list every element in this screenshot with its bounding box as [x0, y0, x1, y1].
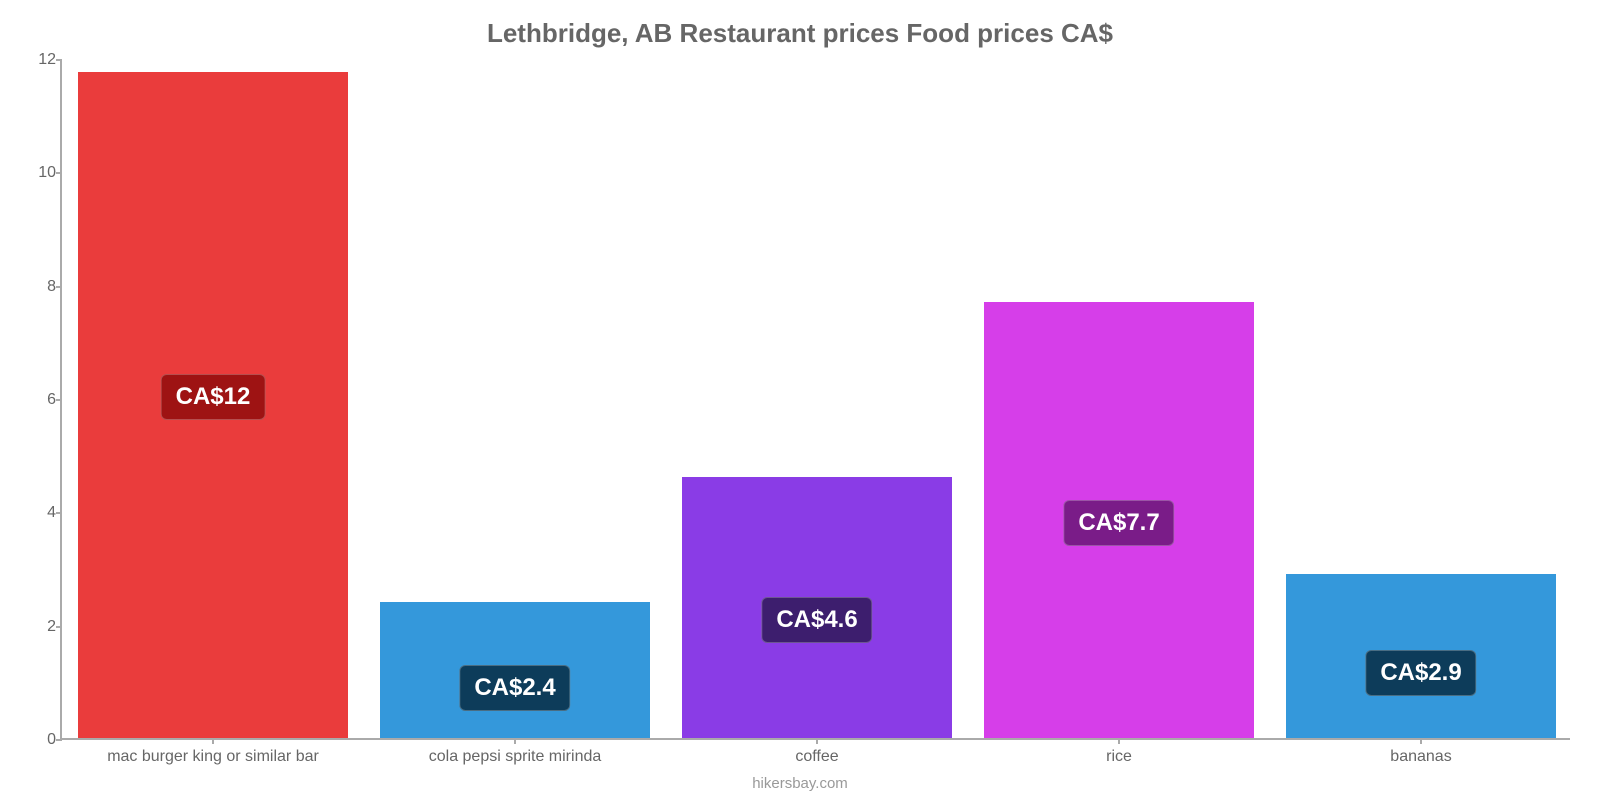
bar-value-label: CA$12: [161, 374, 266, 420]
x-tick-mark: [1118, 738, 1120, 744]
x-tick-label: bananas: [1390, 748, 1451, 766]
x-tick-label: rice: [1106, 748, 1132, 766]
x-tick-label: coffee: [795, 748, 838, 766]
chart-title: Lethbridge, AB Restaurant prices Food pr…: [0, 18, 1600, 49]
y-tick-label: 10: [22, 164, 56, 182]
bar-value-label: CA$2.4: [459, 665, 570, 711]
y-tick-mark: [56, 739, 62, 741]
y-tick-label: 8: [22, 278, 56, 296]
y-tick-mark: [56, 399, 62, 401]
x-tick-mark: [514, 738, 516, 744]
x-tick-label: cola pepsi sprite mirinda: [429, 748, 602, 766]
bar-value-label: CA$2.9: [1365, 650, 1476, 696]
y-tick-mark: [56, 59, 62, 61]
bar-value-label: CA$4.6: [761, 597, 872, 643]
y-tick-label: 2: [22, 618, 56, 636]
price-chart: Lethbridge, AB Restaurant prices Food pr…: [0, 0, 1600, 800]
y-tick-label: 12: [22, 51, 56, 69]
y-tick-mark: [56, 172, 62, 174]
y-tick-mark: [56, 512, 62, 514]
y-tick-label: 0: [22, 731, 56, 749]
x-tick-mark: [212, 738, 214, 744]
x-tick-mark: [816, 738, 818, 744]
y-tick-label: 6: [22, 391, 56, 409]
y-tick-mark: [56, 626, 62, 628]
x-tick-mark: [1420, 738, 1422, 744]
x-tick-label: mac burger king or similar bar: [107, 748, 319, 766]
attribution-text: hikersbay.com: [0, 775, 1600, 792]
plot-area: 024681012CA$12mac burger king or similar…: [60, 60, 1570, 740]
y-tick-mark: [56, 286, 62, 288]
bar-value-label: CA$7.7: [1063, 500, 1174, 546]
y-tick-label: 4: [22, 504, 56, 522]
